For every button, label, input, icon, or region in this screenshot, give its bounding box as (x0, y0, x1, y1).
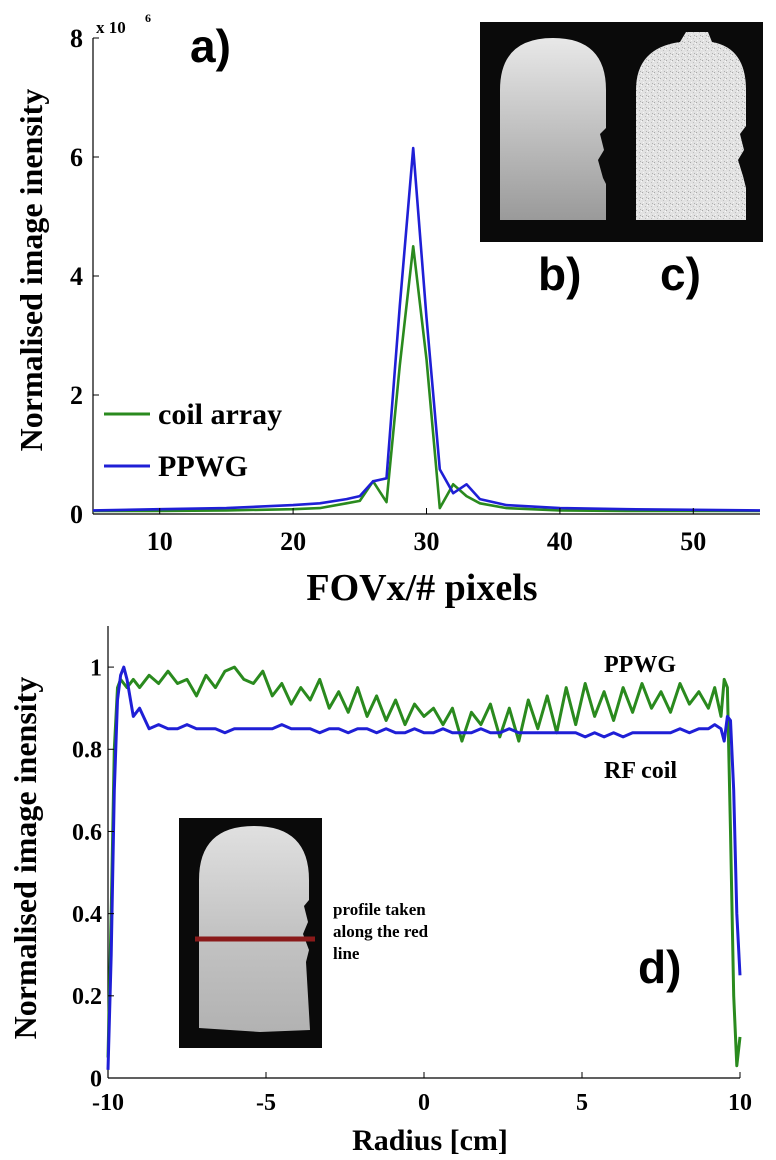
panel-d-xlabel: Radius [cm] (352, 1124, 508, 1157)
panel-a: 10 20 30 40 50 0 2 4 6 8 Normalised image inensit… (13, 11, 763, 609)
panel-d-label: d) (638, 941, 681, 993)
panel-a-inset-images (480, 22, 763, 242)
panel-a-ylabel: Normalised image inensity (13, 89, 49, 452)
panel-d-xtick-label: -5 (256, 1090, 276, 1116)
panel-d-xtick-label: -10 (92, 1090, 124, 1116)
panel-d-xtick-label: 10 (728, 1090, 752, 1116)
panel-d-ytick-label: 0.8 (72, 738, 102, 764)
panel-a-ytick-label: 2 (70, 381, 83, 410)
panel-d-inset (179, 818, 322, 1048)
panel-d-ytick-label: 0.4 (72, 902, 102, 928)
panel-d-series (106, 665, 742, 1070)
panel-a-legend: coil array PPWG (104, 398, 282, 483)
panel-a-multiplier-exponent: 6 (145, 11, 151, 25)
panel-a-ytick-label: 4 (70, 262, 83, 291)
panel-d-ylabel: Normalised image inensity (7, 677, 43, 1040)
panel-a-label: a) (190, 20, 231, 72)
inset-d-phantom-image (199, 826, 310, 1032)
panel-a-series-ppwg (92, 146, 761, 512)
panel-a-ytick-label: 8 (70, 24, 83, 53)
panel-a-series (92, 146, 761, 513)
panel-a-ticks: 10 20 30 40 50 0 2 4 6 8 (70, 24, 706, 556)
panel-a-xtick-label: 40 (547, 527, 573, 556)
panel-a-multiplier: x 10 (96, 18, 126, 37)
annotation-rf-coil: RF coil (604, 758, 677, 784)
inset-c-phantom-image (636, 32, 746, 220)
inset-d-caption-line-2: along the red (333, 922, 429, 941)
panel-d-ytick-label: 0 (90, 1066, 102, 1092)
panel-d-xtick-label: 5 (576, 1090, 588, 1116)
inset-d-caption-line-1: profile taken (333, 900, 426, 919)
panel-a-ytick-label: 6 (70, 143, 83, 172)
panel-d-series-rf-coil (106, 665, 742, 1070)
panel-d-ytick-label: 0.6 (72, 820, 102, 846)
panel-b-label: b) (538, 248, 581, 300)
legend-label-ppwg: PPWG (158, 450, 248, 483)
panel-d: -10 -5 0 5 10 0 0.2 0.4 0.6 0.8 1 Normalised image… (7, 626, 752, 1157)
inset-d-caption-line-3: line (333, 944, 360, 963)
panel-a-xtick-label: 30 (414, 527, 440, 556)
annotation-ppwg: PPWG (604, 652, 676, 678)
panel-d-series-ppwg (106, 665, 742, 1068)
panel-a-series-coil-array (93, 245, 760, 513)
panel-a-ytick-label: 0 (70, 500, 83, 529)
panel-d-ytick-label: 1 (90, 655, 102, 681)
panel-a-xtick-label: 50 (680, 527, 706, 556)
panel-a-xlabel: FOVx/# pixels (306, 567, 537, 609)
panel-d-ytick-label: 0.2 (72, 984, 102, 1010)
inset-b-phantom-image (500, 38, 606, 220)
panel-d-ticks: -10 -5 0 5 10 0 0.2 0.4 0.6 0.8 1 (72, 655, 752, 1116)
legend-label-coil-array: coil array (158, 398, 282, 431)
panel-a-xtick-label: 10 (147, 527, 173, 556)
panel-d-xtick-label: 0 (418, 1090, 430, 1116)
panel-a-xtick-label: 20 (280, 527, 306, 556)
panel-c-label: c) (660, 248, 701, 300)
